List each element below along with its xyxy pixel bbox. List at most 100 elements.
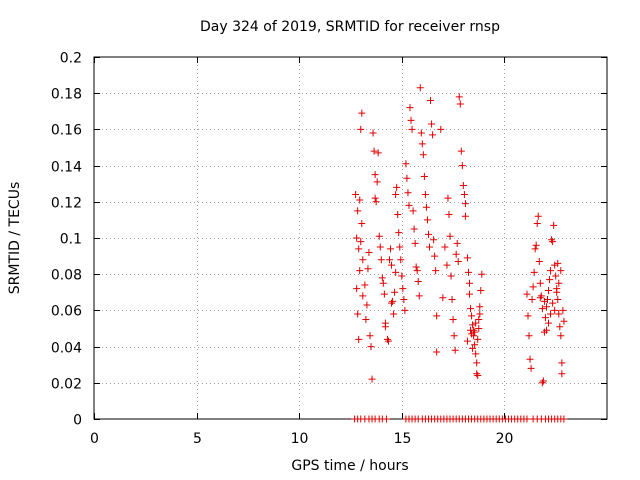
data-point [372, 198, 380, 206]
data-point [413, 267, 421, 275]
data-point [559, 306, 567, 314]
data-point [534, 212, 542, 220]
data-point [540, 297, 548, 305]
data-point [394, 210, 402, 218]
data-point [553, 288, 561, 296]
data-point [363, 301, 371, 309]
data-point [475, 315, 483, 323]
data-point [366, 332, 374, 340]
data-point [535, 258, 543, 266]
data-point [428, 120, 436, 128]
data-point [401, 306, 409, 314]
data-point [549, 299, 557, 307]
data-point [538, 305, 546, 313]
data-point [551, 306, 559, 314]
data-point [365, 248, 373, 256]
data-point [392, 268, 400, 276]
data-point [551, 261, 559, 269]
data-point [467, 305, 475, 313]
data-point [380, 290, 388, 298]
data-point [373, 178, 381, 186]
x-axis-label: GPS time / hours [291, 458, 408, 474]
data-point [404, 189, 412, 197]
data-point [379, 279, 387, 287]
data-point [398, 272, 406, 280]
data-point [354, 207, 362, 215]
data-point [352, 191, 360, 199]
data-point [455, 93, 463, 101]
data-point [420, 172, 428, 180]
y-tick-label: 0.2 [60, 51, 82, 67]
data-point [416, 84, 424, 92]
data-point [378, 274, 386, 282]
data-point [370, 147, 378, 155]
data-point [441, 243, 449, 251]
data-point [414, 277, 422, 285]
data-point [542, 303, 550, 311]
data-point [411, 239, 419, 247]
y-tick-label: 0.06 [51, 304, 82, 320]
data-point [430, 236, 438, 244]
data-point [388, 261, 396, 269]
x-tick-label: 20 [496, 431, 514, 447]
data-point [421, 191, 429, 199]
data-point [445, 210, 453, 218]
data-point [530, 268, 538, 276]
data-point [426, 243, 434, 251]
x-tick-label: 10 [291, 431, 309, 447]
data-point [402, 160, 410, 168]
data-point [554, 296, 562, 304]
data-point [382, 415, 390, 423]
data-point [450, 332, 458, 340]
data-point [545, 286, 553, 294]
data-point [446, 232, 454, 240]
data-point [355, 335, 363, 343]
data-point [560, 317, 568, 325]
data-point [525, 332, 533, 340]
data-point [550, 221, 558, 229]
data-point [408, 125, 416, 133]
x-tick-label: 5 [193, 431, 202, 447]
data-point [403, 174, 411, 182]
data-point [546, 276, 554, 284]
data-point [393, 183, 401, 191]
data-point [539, 377, 547, 385]
data-point [458, 162, 466, 170]
data-point [474, 335, 482, 343]
data-point [364, 265, 372, 273]
data-point [560, 415, 568, 423]
y-tick-label: 0.08 [51, 268, 82, 284]
data-point [538, 379, 546, 387]
data-point [376, 243, 384, 251]
y-axis-label: SRMTID / TECUs [7, 182, 23, 295]
data-point [466, 279, 474, 287]
data-point [448, 296, 456, 304]
data-point [390, 310, 398, 318]
data-point [469, 321, 477, 329]
data-point [362, 315, 370, 323]
data-point [361, 281, 369, 289]
data-point [468, 312, 476, 320]
data-point [555, 279, 563, 287]
data-point [357, 125, 365, 133]
data-point [367, 343, 375, 351]
data-point [471, 341, 479, 349]
data-point [444, 194, 452, 202]
data-point [528, 296, 536, 304]
data-point [358, 220, 366, 228]
data-point [554, 259, 562, 267]
data-point [358, 109, 366, 117]
data-point [549, 238, 557, 246]
data-point [468, 330, 476, 338]
data-point [545, 319, 553, 327]
data-point [555, 310, 563, 318]
data-point [357, 238, 365, 246]
data-point [469, 344, 477, 352]
data-point [389, 297, 397, 305]
data-point [542, 326, 550, 334]
data-point [397, 256, 405, 264]
y-tick-label: 0.02 [51, 377, 82, 393]
y-tick-label: 0.18 [51, 87, 82, 103]
data-point [477, 286, 485, 294]
